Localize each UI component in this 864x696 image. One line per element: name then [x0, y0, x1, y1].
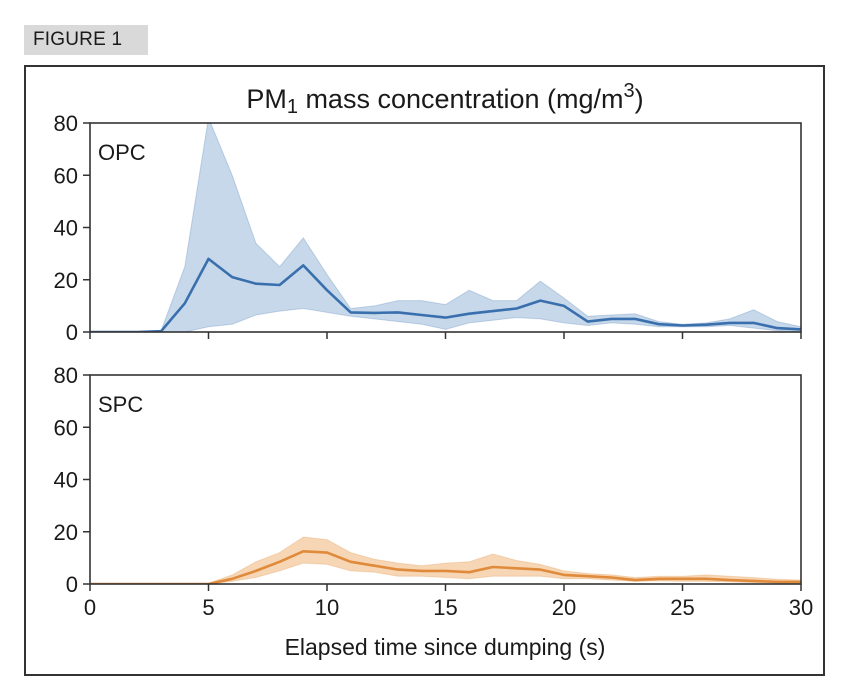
y-tick-label: 60	[54, 163, 78, 188]
confidence-band	[90, 536, 801, 584]
panel-label: SPC	[98, 392, 143, 417]
x-tick-label: 30	[789, 595, 813, 620]
mean-line	[90, 257, 801, 332]
figure-label: FIGURE 1	[24, 25, 148, 55]
x-tick-label: 0	[84, 595, 96, 620]
y-tick-label: 60	[54, 415, 78, 440]
y-tick-label: 40	[54, 216, 78, 241]
panels-group: 0 20 40 60 80 OPC 0 20 40 60 80 SPC	[54, 111, 802, 597]
x-tick-label: 20	[552, 595, 576, 620]
x-tick-label: 5	[202, 595, 214, 620]
y-tick-label: 40	[54, 468, 78, 493]
y-tick-label: 80	[54, 363, 78, 388]
x-tick-label: 15	[433, 595, 457, 620]
panel-opc: 0 20 40 60 80 OPC	[54, 111, 802, 345]
y-tick-label: 0	[66, 572, 78, 597]
x-tick-label: 10	[315, 595, 339, 620]
chart-title: PM1 mass concentration (mg/m3)	[246, 80, 643, 118]
y-tick-label: 20	[54, 520, 78, 545]
plot-area	[90, 123, 801, 332]
mean-line	[90, 550, 801, 584]
y-tick-label: 80	[54, 111, 78, 136]
x-axis: 0 5 10 15 20 25 30	[84, 595, 813, 620]
confidence-band	[90, 123, 801, 332]
panel-axes-box	[89, 374, 802, 585]
y-tick-label: 0	[66, 320, 78, 345]
x-tick-label: 25	[670, 595, 694, 620]
plot-area	[90, 536, 801, 584]
panel-label: OPC	[98, 140, 146, 165]
y-tick-label: 20	[54, 268, 78, 293]
x-axis-label: Elapsed time since dumping (s)	[285, 634, 606, 660]
figure-frame	[24, 65, 825, 676]
panel-spc: 0 20 40 60 80 SPC	[54, 363, 802, 597]
